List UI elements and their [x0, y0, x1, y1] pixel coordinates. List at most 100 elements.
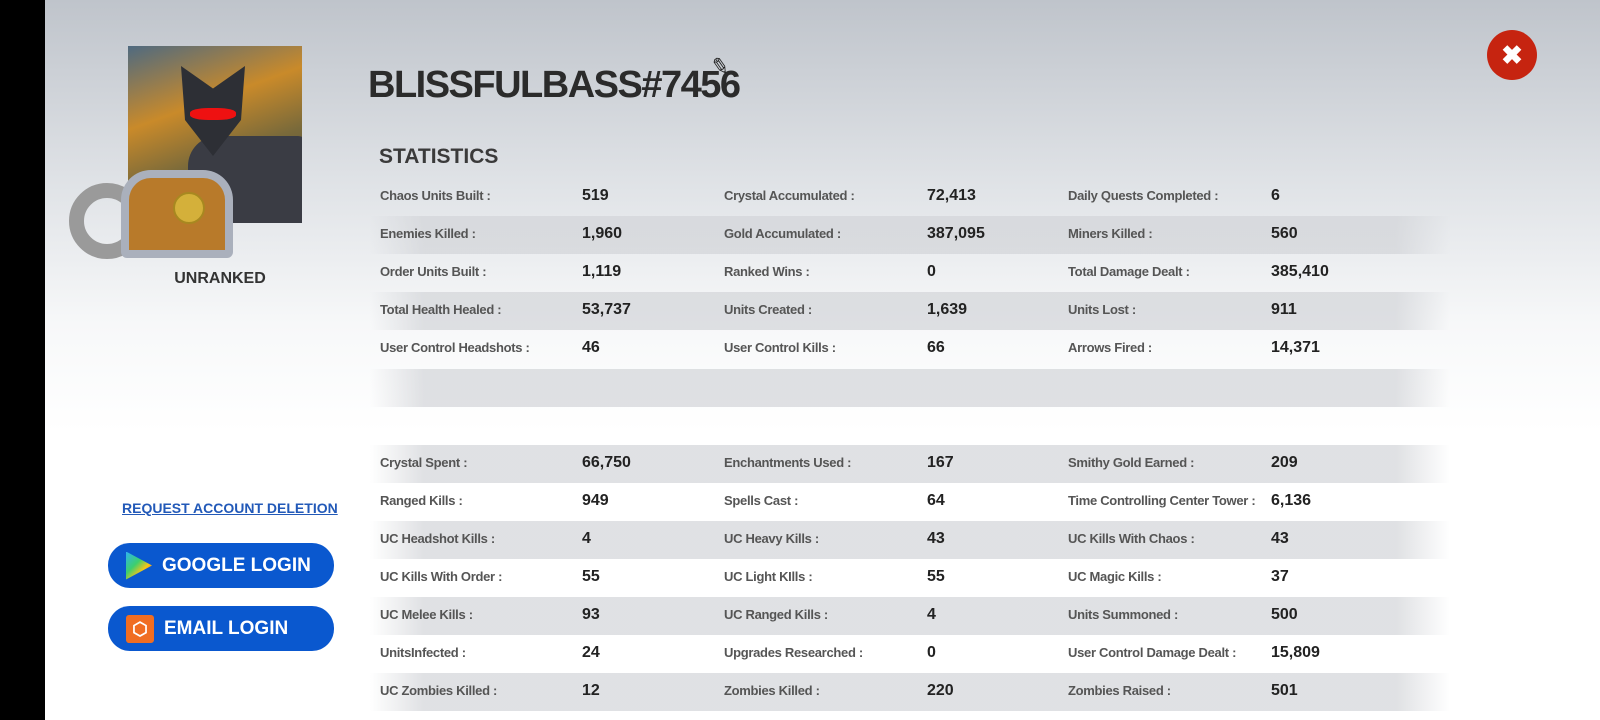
stat-label: Gold Accumulated :	[724, 226, 841, 241]
stat-value: 519	[582, 187, 609, 204]
stat-label: Chaos Units Built :	[380, 188, 491, 203]
stat-label: User Control Damage Dealt :	[1068, 645, 1237, 660]
stat-label: Ranked Wins :	[724, 264, 810, 279]
stat-label: Time Controlling Center Tower :	[1068, 493, 1256, 508]
chest-icon	[121, 170, 233, 258]
stat-row: UnitsInfected : 24 Upgrades Researched : 0 U…	[370, 635, 1450, 673]
stat-value: 4	[582, 530, 591, 547]
stat-label: Total Health Healed :	[380, 302, 502, 317]
stat-label: Upgrades Researched :	[724, 645, 863, 660]
stat-row: Enemies Killed : 1,960 Gold Accumulated : 3…	[370, 216, 1450, 254]
stat-value: 0	[927, 644, 936, 661]
stat-label: Enemies Killed :	[380, 226, 476, 241]
player-name: BLISSFULBASS#7456	[368, 64, 741, 106]
stat-label: Zombies Killed :	[724, 683, 820, 698]
stat-label: Spells Cast :	[724, 493, 799, 508]
request-account-deletion-link[interactable]: REQUEST ACCOUNT DELETION	[122, 500, 338, 516]
stat-value: 6,136	[1271, 492, 1312, 509]
stat-label: UC Kills With Chaos :	[1068, 531, 1195, 546]
stat-label: Miners Killed :	[1068, 226, 1153, 241]
stat-label: Units Created :	[724, 302, 812, 317]
empty-row	[370, 369, 1450, 407]
stat-label: UC Heavy Kills :	[724, 531, 819, 546]
profile-screen: UNRANKED BLISSFULBASS#7456 ✎ ✖ STATISTIC…	[45, 0, 1600, 720]
stat-label: UC Kills With Order :	[380, 569, 503, 584]
stat-value: 55	[582, 568, 600, 585]
stat-value: 55	[927, 568, 945, 585]
stat-value: 500	[1271, 606, 1298, 623]
stat-value: 24	[582, 644, 600, 661]
stat-row: Ranged Kills : 949 Spells Cast : 64 Time Con…	[370, 483, 1450, 521]
rank-label: UNRANKED	[174, 270, 266, 287]
stat-label: UC Headshot Kills :	[380, 531, 495, 546]
stat-value: 1,119	[582, 263, 622, 280]
stat-value: 1,639	[927, 301, 968, 318]
stat-label: UC Magic Kills :	[1068, 569, 1162, 584]
stat-value: 53,737	[582, 301, 631, 318]
stat-label: Units Summoned :	[1068, 607, 1179, 622]
stat-label: UC Melee Kills :	[380, 607, 473, 622]
stat-value: 64	[927, 492, 945, 509]
stat-value: 560	[1271, 225, 1298, 242]
stat-row: User Control Headshots : 46 User Control K…	[370, 330, 1450, 368]
stat-label: Crystal Spent :	[380, 455, 468, 470]
stat-value: 387,095	[927, 225, 985, 242]
stat-value: 0	[927, 263, 936, 280]
stat-value: 501	[1271, 682, 1298, 699]
stat-row: Chaos Units Built : 519 Crystal Accumulate…	[370, 178, 1450, 216]
stat-label: Arrows Fired :	[1068, 340, 1152, 355]
stat-label: Zombies Raised :	[1068, 683, 1171, 698]
stat-label: Order Units Built :	[380, 264, 487, 279]
stat-value: 1,960	[582, 225, 623, 242]
google-login-button[interactable]: GOOGLE LOGIN	[108, 543, 334, 588]
stat-value: 37	[1271, 568, 1289, 585]
stat-value: 72,413	[927, 187, 976, 204]
stat-value: 949	[582, 492, 609, 509]
stat-label: UC Light KIlls :	[724, 569, 813, 584]
stat-label: Enchantments Used :	[724, 455, 852, 470]
stat-row: UC Melee Kills : 93 UC Ranged Kills : 4 Unit…	[370, 597, 1450, 635]
stat-value: 43	[1271, 530, 1289, 547]
stat-label: Units Lost :	[1068, 302, 1136, 317]
stat-value: 4	[927, 606, 936, 623]
coin-icon	[173, 192, 205, 224]
google-play-icon	[126, 551, 152, 580]
stat-value: 167	[927, 454, 954, 471]
stat-value: 6	[1271, 187, 1280, 204]
stat-value: 15,809	[1271, 644, 1320, 661]
stat-label: UnitsInfected :	[380, 645, 466, 660]
stat-value: 46	[582, 339, 600, 356]
close-button[interactable]: ✖	[1487, 30, 1537, 80]
stat-value: 12	[582, 682, 600, 699]
stat-label: Crystal Accumulated :	[724, 188, 855, 203]
stat-label: User Control Headshots :	[380, 340, 530, 355]
stat-value: 66	[927, 339, 945, 356]
stat-row: UC Headshot Kills : 4 UC Heavy Kills : 43 UC…	[370, 521, 1450, 559]
email-login-label: EMAIL LOGIN	[164, 617, 289, 639]
stat-value: 209	[1271, 454, 1298, 471]
email-icon: ⬡	[126, 614, 154, 643]
stat-label: User Control Kills :	[724, 340, 836, 355]
stat-label: Daily Quests Completed :	[1068, 188, 1219, 203]
stat-label: Smithy Gold Earned :	[1068, 455, 1195, 470]
stat-value: 911	[1271, 301, 1297, 318]
stat-value: 14,371	[1271, 339, 1320, 356]
avatar-eyes	[190, 108, 236, 120]
google-login-label: GOOGLE LOGIN	[162, 554, 311, 576]
stat-value: 93	[582, 606, 600, 623]
stat-value: 385,410	[1271, 263, 1329, 280]
stat-label: UC Zombies Killed :	[380, 683, 498, 698]
stat-row: Total Health Healed : 53,737 Units Created…	[370, 292, 1450, 330]
stat-value: 43	[927, 530, 945, 547]
stat-label: Total Damage Dealt :	[1068, 264, 1190, 279]
stat-label: UC Ranged Kills :	[724, 607, 828, 622]
stat-row: UC Kills With Order : 55 UC Light KIlls : 5…	[370, 559, 1450, 597]
stat-row: Order Units Built : 1,119 Ranked Wins : 0 To…	[370, 254, 1450, 292]
stat-label: Ranged Kills :	[380, 493, 463, 508]
stat-row: UC Zombies Killed : 12 Zombies Killed : 220…	[370, 673, 1450, 711]
stat-row: Crystal Spent : 66,750 Enchantments Used :…	[370, 445, 1450, 483]
stat-value: 220	[927, 682, 954, 699]
email-login-button[interactable]: ⬡ EMAIL LOGIN	[108, 606, 334, 651]
statistics-heading: STATISTICS	[379, 145, 499, 168]
stat-value: 66,750	[582, 454, 631, 471]
